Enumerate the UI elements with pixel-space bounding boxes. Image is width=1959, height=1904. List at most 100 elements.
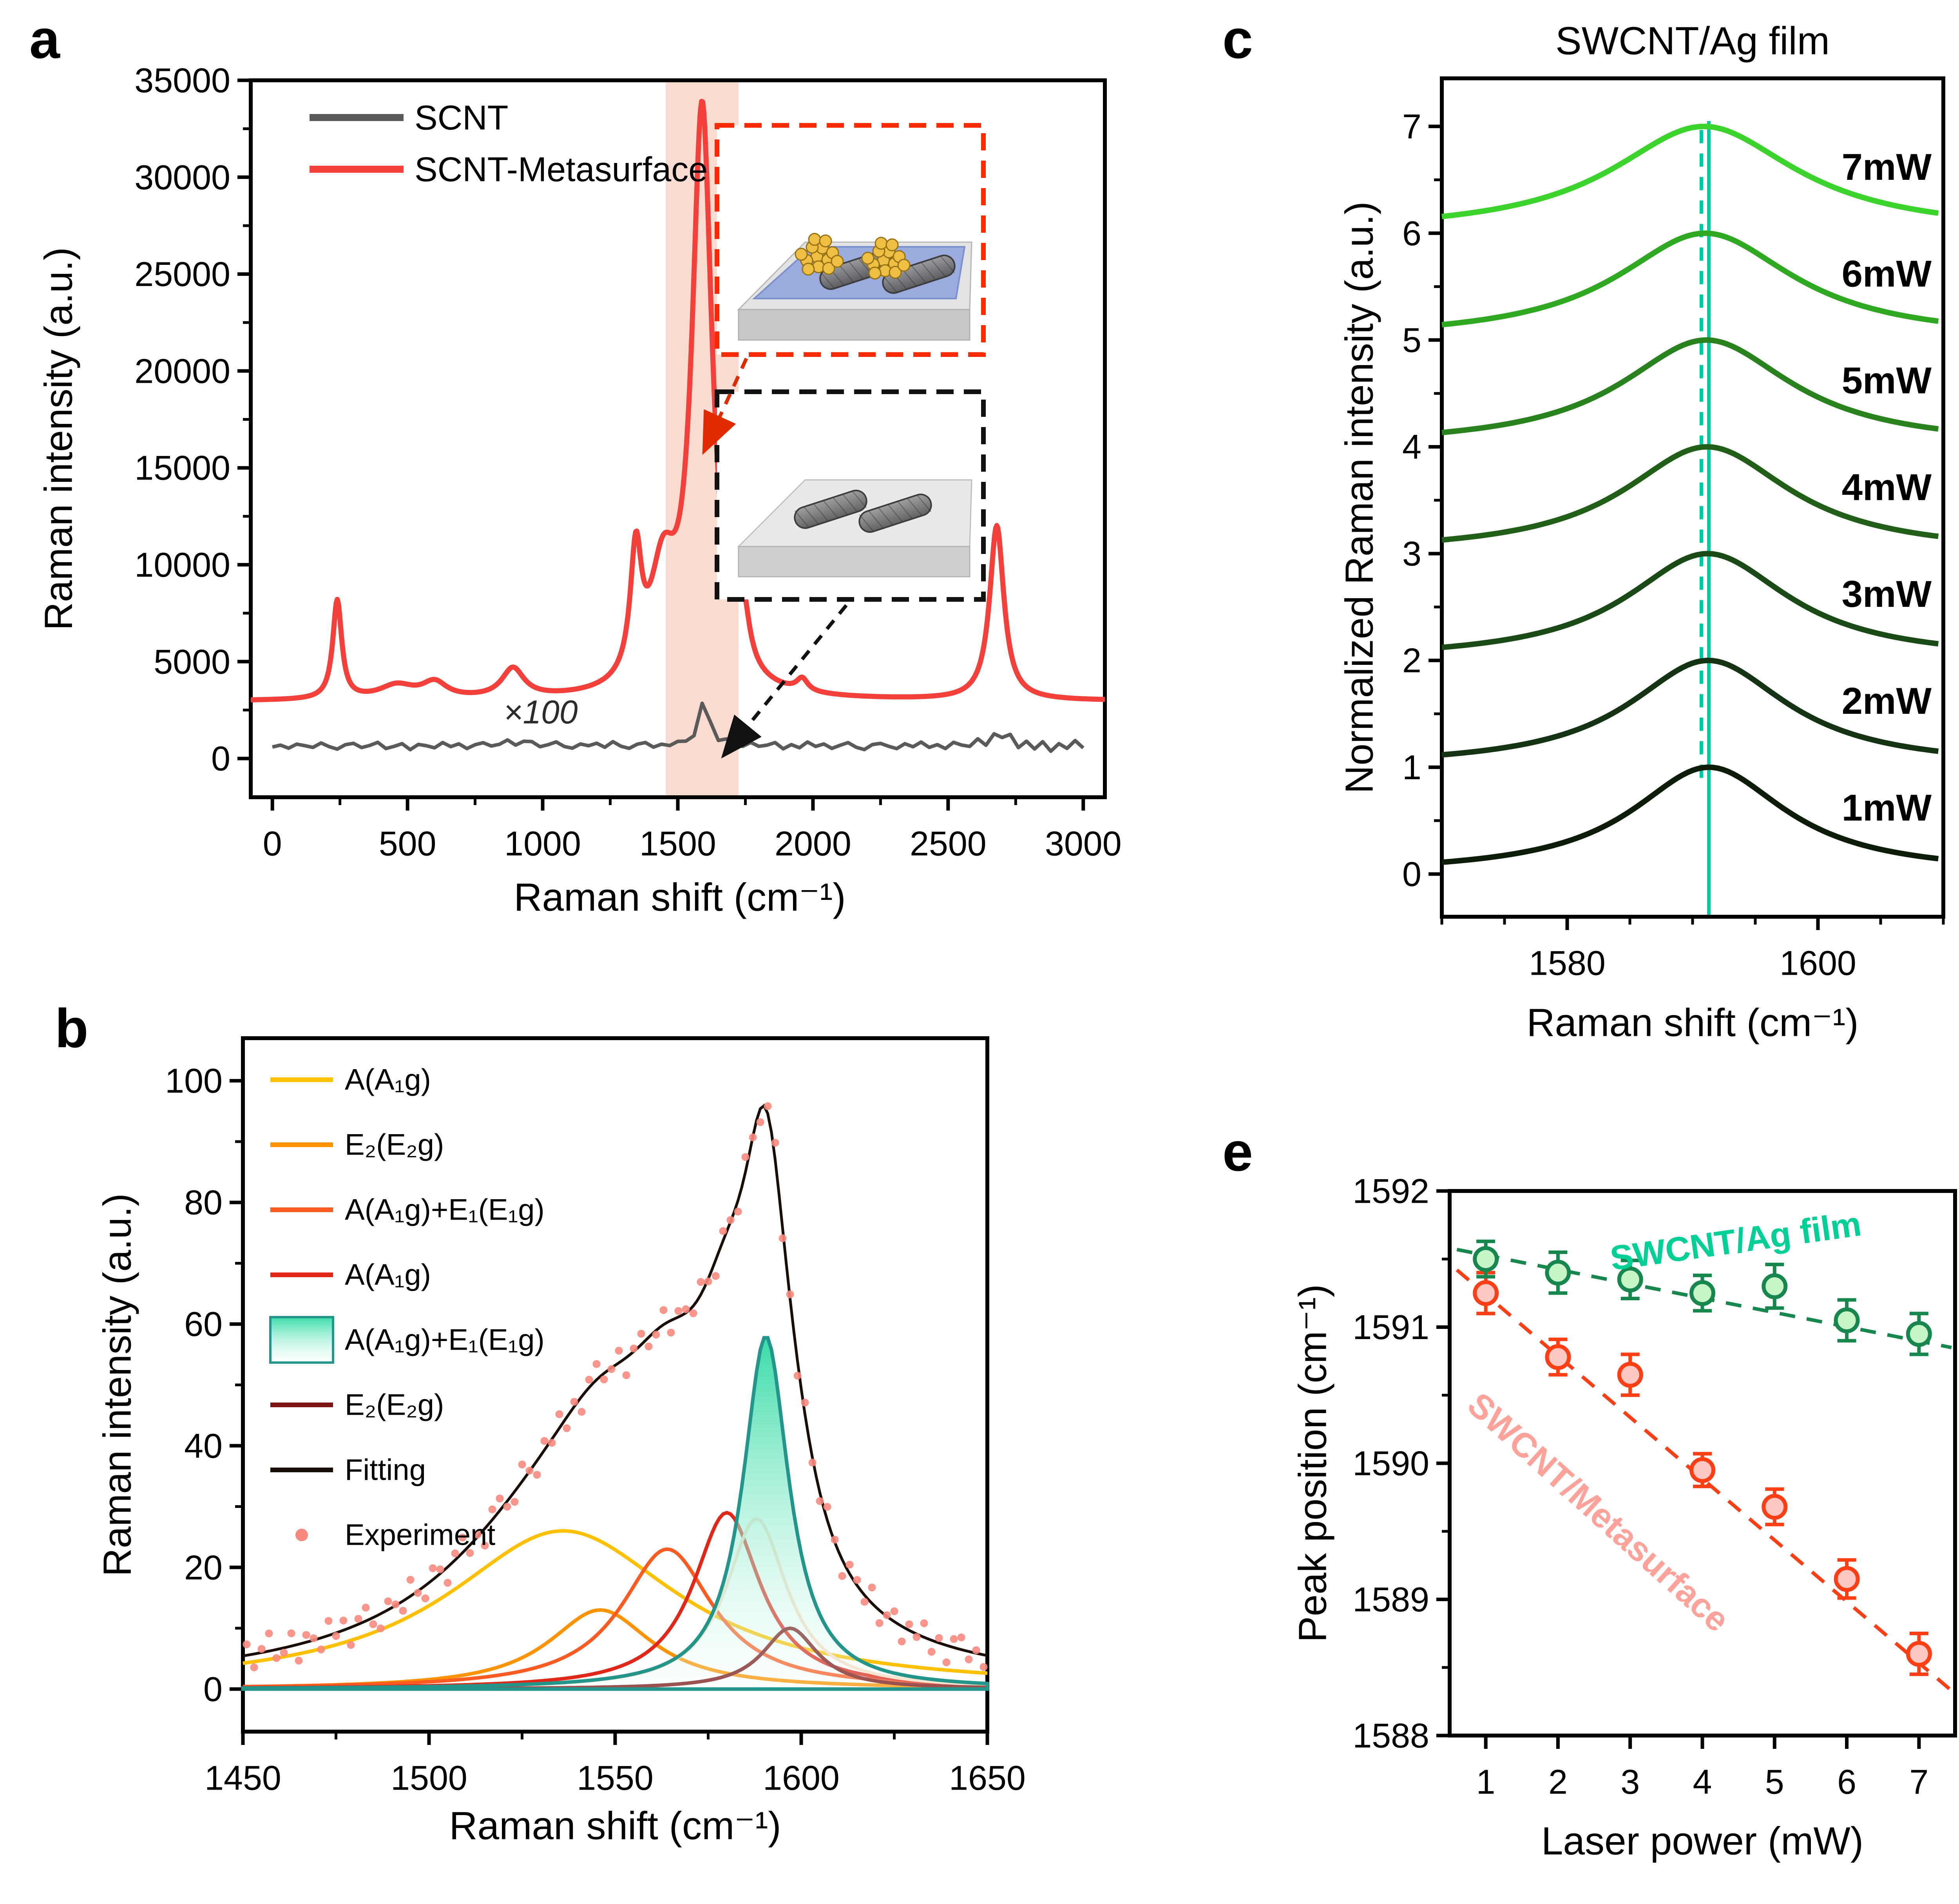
experiment-dot (927, 1648, 936, 1656)
experiment-dot (287, 1629, 295, 1638)
data-point-circle (1545, 1344, 1571, 1370)
experiment-dot (674, 1307, 683, 1315)
data-point-circle (1689, 1457, 1715, 1483)
panel-c-plot: 1580 1600 0 1 2 3 4 5 6 7 1mW 2mW 3mW 4mW 5mW 6mW 7mW (1402, 76, 1945, 983)
legend-label: Fitting (345, 1453, 426, 1487)
y-tick-label: 4 (1402, 427, 1421, 466)
times-100-annotation: ×100 (503, 693, 578, 731)
scnt-spectrum-line (272, 701, 1085, 753)
experiment-dot (436, 1565, 444, 1573)
experiment-dot (808, 1459, 817, 1467)
panel-e-y-title: Peak position (cm⁻¹) (1291, 1284, 1335, 1643)
x-tick-label: 2000 (775, 824, 851, 863)
panel-e-x-title: Laser power (mW) (1541, 1819, 1864, 1863)
experiment-dot (637, 1330, 645, 1338)
experiment-dot (726, 1216, 735, 1224)
component-curve-filled (241, 1336, 989, 1691)
y-tick-label: 1592 (1352, 1172, 1429, 1211)
experiment-dot (369, 1620, 377, 1628)
y-tick-label: 2 (1402, 641, 1421, 680)
y-tick-label: 25000 (134, 255, 230, 293)
experiment-dot (444, 1579, 452, 1587)
experiment-dot (533, 1471, 541, 1479)
experiment-dot (511, 1498, 519, 1506)
experiment-dot (942, 1658, 951, 1667)
y-tick-label: 5000 (154, 642, 230, 681)
experiment-dot (712, 1272, 720, 1280)
experiment-dot (689, 1309, 697, 1318)
experiment-dot (563, 1424, 571, 1432)
power-label: 4mW (1842, 467, 1932, 509)
experiment-dot (883, 1611, 891, 1619)
panel-e-plot: 1 2 3 4 5 6 7 1588 1589 1590 1591 1592 (1352, 1172, 1957, 1801)
power-label: 3mW (1842, 573, 1932, 615)
experiment-dot (481, 1542, 489, 1550)
nanotube-illustration (794, 489, 867, 529)
experiment-dot (905, 1620, 913, 1628)
x-tick-label: 1650 (949, 1759, 1026, 1797)
data-point-circle (1762, 1273, 1788, 1299)
x-tick-label: 2 (1548, 1763, 1568, 1801)
panel-b-legend: A(A₁g) E₂(E₂g) A(A₁g)+E₁(E₁g) A(A₁g) A(A₁g)+… (269, 1063, 545, 1552)
power-label: 7mW (1842, 146, 1932, 188)
power-label: 1mW (1842, 787, 1932, 829)
data-point-circle (1762, 1494, 1788, 1520)
power-label: 2mW (1842, 680, 1932, 722)
experiment-dot (615, 1347, 623, 1355)
panel-a-letter: a (29, 8, 60, 70)
y-tick-label: 40 (184, 1426, 223, 1465)
x-tick-label: 1 (1476, 1763, 1496, 1801)
legend-label: SCNT (415, 98, 509, 137)
panel-a-insets (702, 123, 986, 758)
experiment-dot (756, 1118, 764, 1126)
y-tick-label: 5 (1402, 320, 1421, 359)
legend-swatch (269, 1316, 334, 1364)
experiment-dot (458, 1533, 467, 1542)
panel-a-y-title: Raman intensity (a.u.) (36, 247, 81, 631)
experiment-dot (518, 1461, 526, 1469)
experiment-dot (659, 1306, 668, 1314)
experiment-dot (980, 1663, 988, 1671)
power-spectrum-curve (1441, 230, 1939, 328)
y-tick-label: 20 (184, 1548, 223, 1587)
component-curve (243, 1529, 988, 1675)
metasurface-pointer-arrow (702, 358, 748, 455)
experiment-dot (473, 1530, 482, 1538)
experiment-dot (503, 1502, 511, 1511)
experiment-dot (630, 1345, 638, 1353)
panel-c-x-title: Raman shift (cm⁻¹) (1526, 1001, 1859, 1045)
bare-pointer-arrow (721, 604, 848, 758)
experiment-dot (875, 1619, 884, 1627)
x-tick-label: 1600 (1780, 944, 1856, 983)
y-tick-label: 1590 (1352, 1444, 1429, 1483)
experiment-dot (793, 1372, 802, 1380)
experiment-dot (719, 1227, 727, 1235)
inset-substrate-front (738, 309, 970, 341)
experiment-dot (332, 1632, 340, 1640)
x-tick-label: 6 (1837, 1763, 1856, 1801)
x-tick-label: 1500 (391, 1759, 467, 1797)
experiment-dot (779, 1234, 787, 1242)
experiment-dot (600, 1376, 608, 1384)
experiment-dot (250, 1663, 258, 1671)
inset-substrate-front (738, 546, 970, 577)
panel-b-y-title: Raman intensity (a.u.) (95, 1193, 139, 1577)
experiment-dot (957, 1633, 965, 1642)
experiment-dot (622, 1371, 630, 1379)
experiment-dot (704, 1277, 712, 1285)
experiment-dot (972, 1646, 980, 1654)
experiment-dot (838, 1572, 846, 1580)
y-tick-label: 7 (1402, 107, 1421, 146)
experiment-dot (816, 1497, 824, 1505)
data-point-circle (1834, 1566, 1860, 1592)
data-point-circle (1834, 1307, 1860, 1334)
scnt-metasurface-spectrum-line (249, 99, 1106, 702)
experiment-dot (488, 1505, 496, 1513)
experiment-dot (950, 1635, 958, 1643)
experiment-dot (399, 1607, 407, 1615)
y-tick-label: 35000 (134, 61, 230, 100)
experiment-dot (860, 1598, 869, 1606)
experiment-dot (868, 1584, 876, 1592)
experiment-dot (585, 1376, 593, 1384)
